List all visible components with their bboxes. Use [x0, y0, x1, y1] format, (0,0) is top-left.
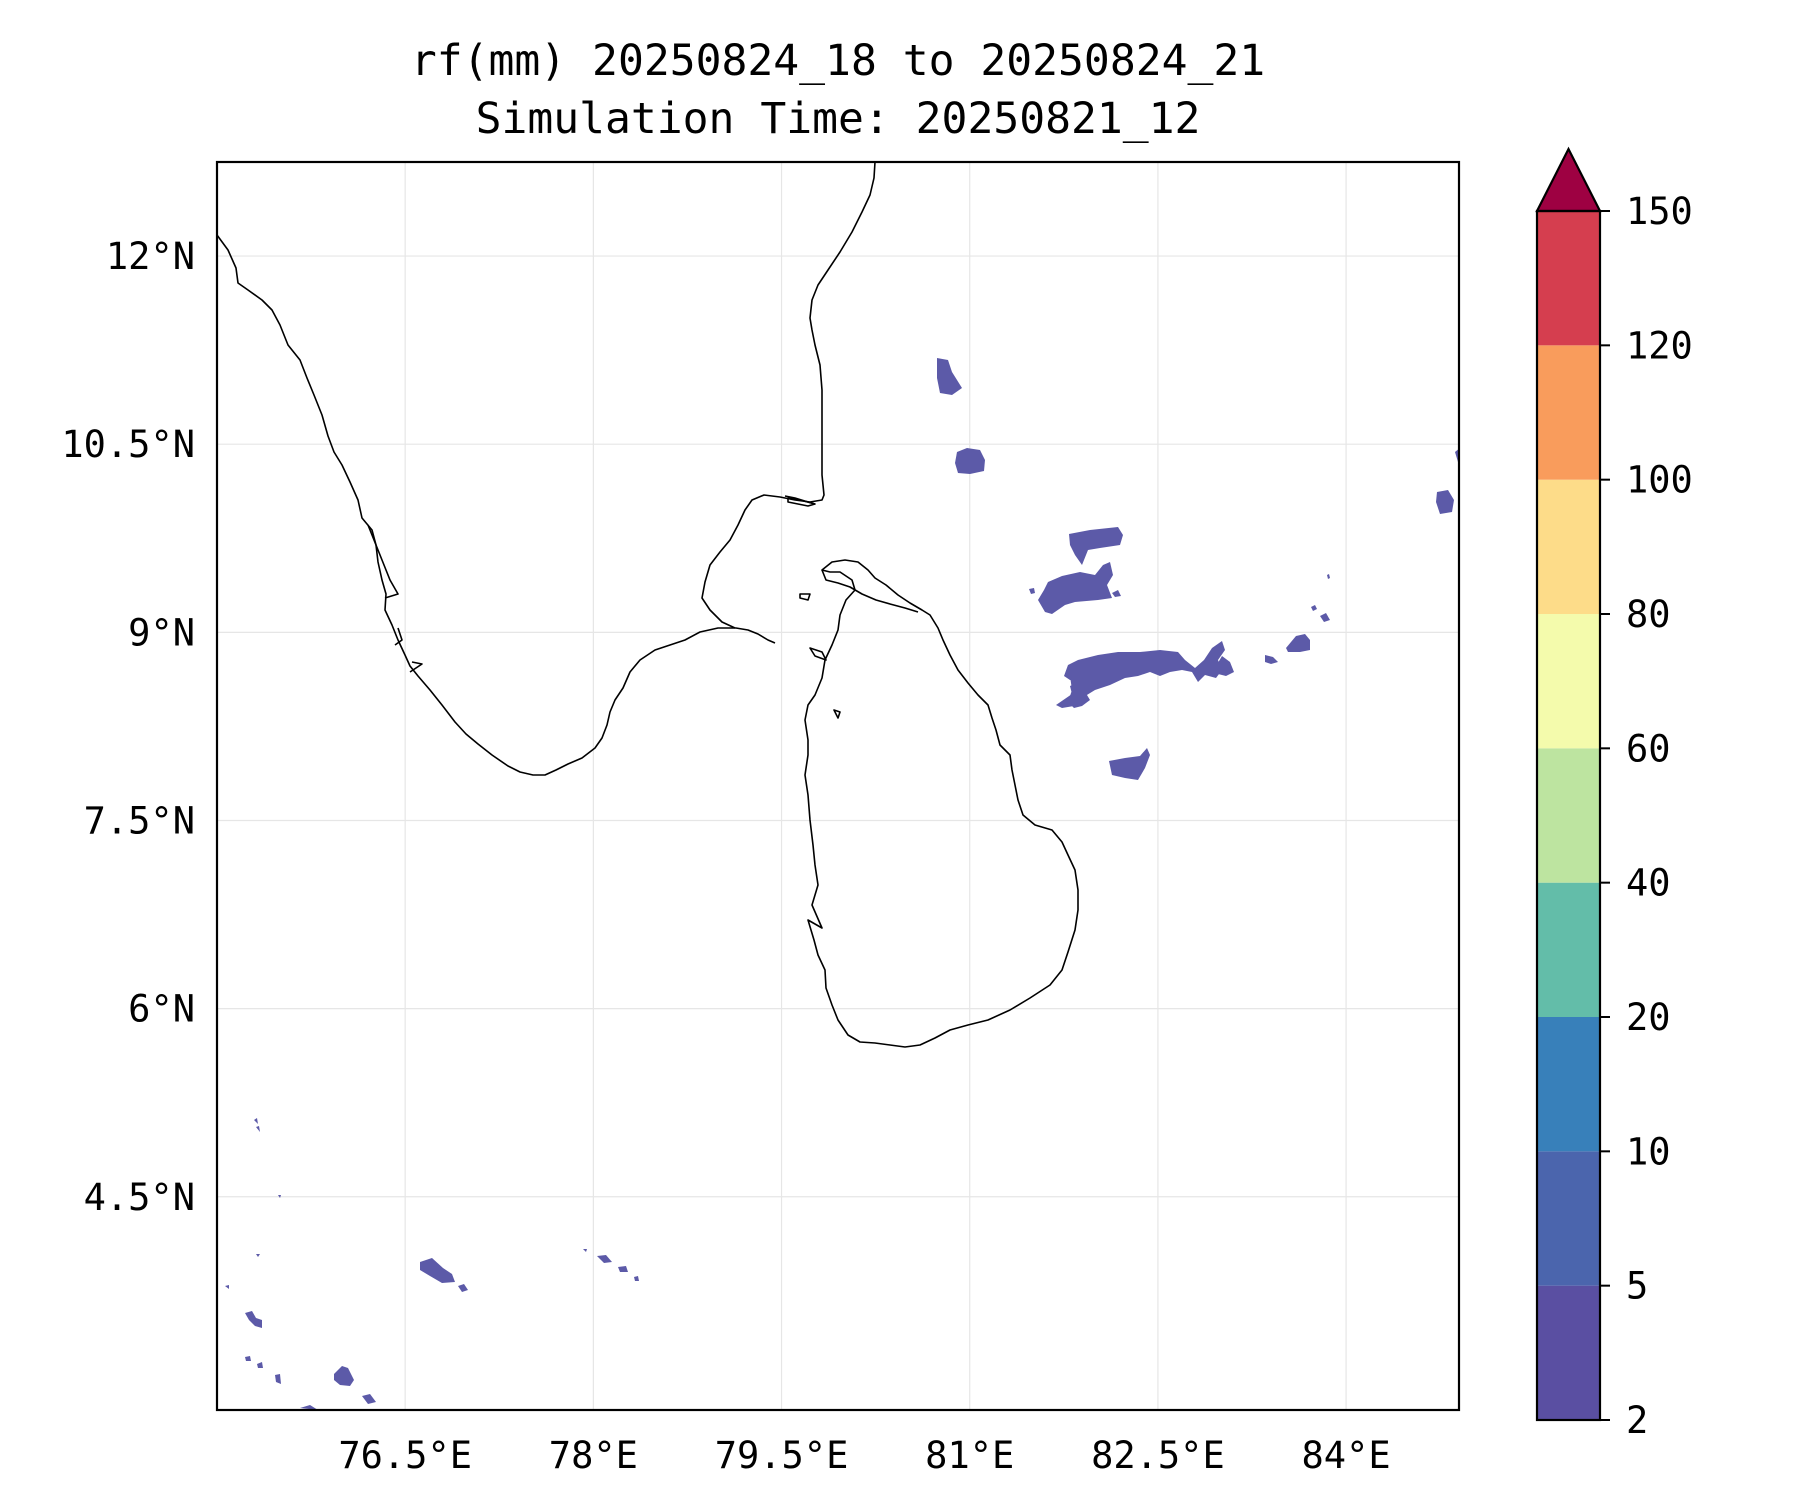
rain-patch — [1068, 662, 1090, 708]
x-tick-label: 82.5°E — [1091, 1434, 1225, 1477]
rain-patch — [256, 1126, 260, 1132]
rainfall-patches — [225, 358, 1459, 1410]
rain-patch — [225, 1285, 229, 1289]
sri-lanka-islands — [799, 593, 841, 719]
coastlines — [217, 162, 1079, 1048]
colorbar-segment — [1537, 882, 1600, 1017]
india-west-lagoons — [367, 524, 423, 673]
map-panel — [217, 162, 1459, 1410]
rain-patch — [245, 1356, 251, 1361]
rain-patch — [937, 358, 962, 395]
rain-patch — [1029, 588, 1035, 594]
rain-patch — [334, 1366, 354, 1386]
x-tick-label: 76.5°E — [338, 1434, 472, 1477]
sri-lanka-coastline — [804, 559, 1079, 1048]
rain-patch — [1286, 634, 1310, 652]
colorbar-tick-label: 10 — [1626, 1130, 1671, 1173]
x-axis-tick-labels: 76.5°E 78°E 79.5°E 81°E 82.5°E 84°E — [338, 1434, 1390, 1477]
rain-patch — [1109, 748, 1150, 780]
colorbar-segment — [1537, 345, 1600, 480]
rain-patch — [1112, 590, 1121, 597]
y-tick-label: 10.5°N — [61, 423, 195, 466]
colorbar-tick-label: 5 — [1626, 1265, 1648, 1308]
colorbar-extend-arrow — [1535, 146, 1602, 213]
rain-patch — [275, 1374, 281, 1384]
colorbar-tick-label: 80 — [1626, 593, 1671, 636]
y-tick-label: 12°N — [106, 235, 195, 278]
y-tick-label: 4.5°N — [84, 1176, 195, 1219]
colorbar-segment — [1537, 211, 1600, 346]
colorbar-tick-label: 150 — [1626, 190, 1693, 233]
colorbar-segment — [1537, 748, 1600, 883]
jaffna-peninsula — [821, 569, 919, 613]
rain-patch — [1320, 613, 1330, 622]
x-tick-label: 84°E — [1302, 1434, 1391, 1477]
rain-patch — [1069, 527, 1123, 565]
colorbar-outline — [1535, 209, 1602, 1422]
colorbar-segment — [1537, 1017, 1600, 1152]
rain-patch — [1056, 641, 1225, 708]
rain-patch — [1215, 656, 1234, 676]
x-tick-label: 81°E — [925, 1434, 1014, 1477]
colorbar-tick-label: 2 — [1626, 1399, 1648, 1442]
colorbar-segment — [1537, 479, 1600, 614]
colorbar-segment — [1537, 614, 1600, 749]
rain-patch — [362, 1394, 376, 1404]
rain-patch — [955, 448, 985, 474]
rain-patch — [1436, 490, 1454, 514]
colorbar-tick-label: 20 — [1626, 996, 1671, 1039]
rain-patch — [1327, 574, 1330, 579]
rain-patch — [420, 1258, 455, 1283]
colorbar-tick-label: 60 — [1626, 727, 1671, 770]
rain-patch — [1038, 562, 1113, 614]
rain-patch — [278, 1195, 281, 1198]
rain-patch — [300, 1405, 318, 1410]
rain-patch — [254, 1118, 258, 1124]
rain-patch — [618, 1266, 628, 1272]
map-frame — [215, 160, 1461, 1412]
rain-patch — [1311, 605, 1317, 611]
colorbar-segment — [1537, 1151, 1600, 1286]
colorbar-tick-label: 120 — [1626, 324, 1693, 367]
rain-patch — [256, 1254, 260, 1257]
y-tick-label: 6°N — [128, 988, 195, 1031]
colorbar: 2 5 10 20 40 60 80 100 120 150 — [1535, 146, 1693, 1442]
chart-subtitle: Simulation Time: 20250821_12 — [476, 94, 1201, 144]
colorbar-segment — [1537, 1285, 1600, 1420]
rain-patch — [634, 1276, 639, 1281]
rain-patch — [597, 1255, 612, 1263]
y-axis-tick-labels: 12°N 10.5°N 9°N 7.5°N 6°N 4.5°N — [61, 235, 195, 1219]
y-tick-label: 9°N — [128, 611, 195, 654]
rain-patch — [1265, 655, 1278, 664]
rain-patch — [458, 1284, 468, 1292]
rain-patch — [257, 1362, 263, 1368]
x-tick-label: 79.5°E — [715, 1434, 849, 1477]
y-tick-label: 7.5°N — [84, 799, 195, 842]
colorbar-tick-label: 40 — [1626, 862, 1671, 905]
india-coastline — [217, 234, 776, 776]
rameswaram-island — [787, 497, 816, 507]
gridlines — [217, 162, 1459, 1410]
rain-patch — [245, 1311, 262, 1328]
x-tick-label: 78°E — [549, 1434, 638, 1477]
chart-title: rf(mm) 20250824_18 to 20250824_21 — [411, 36, 1265, 86]
colorbar-tick-label: 100 — [1626, 459, 1693, 502]
rain-patch — [583, 1249, 587, 1252]
india-east-coastline — [701, 162, 876, 629]
